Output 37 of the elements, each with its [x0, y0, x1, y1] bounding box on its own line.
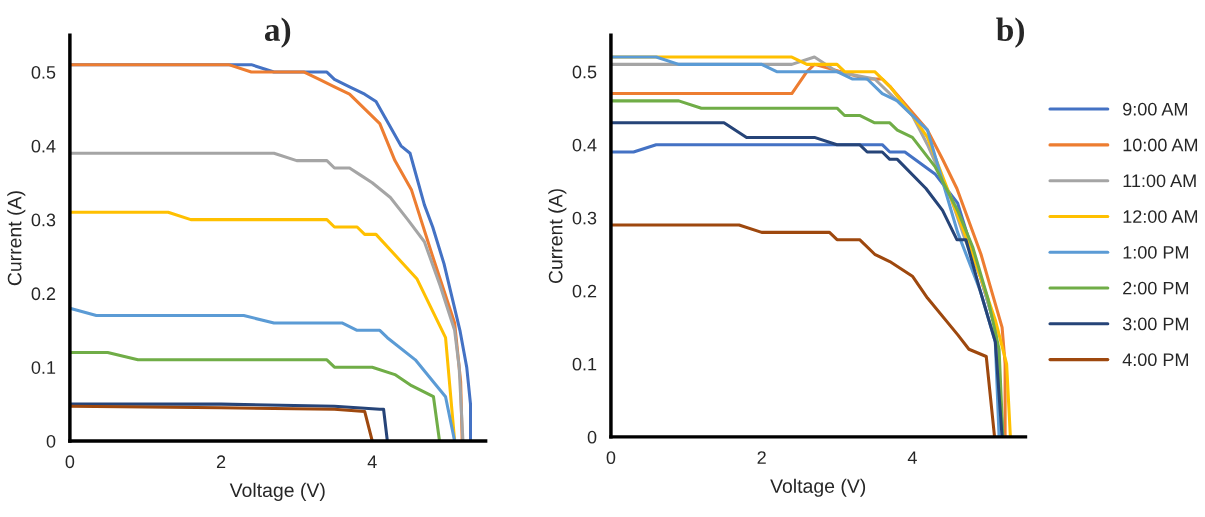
y-tick-label: 0 [46, 434, 56, 448]
legend-label: 3:00 PM [1122, 317, 1188, 331]
legend-label: 11:00 AM [1123, 174, 1196, 188]
y-tick-label: 0.4 [572, 138, 597, 152]
y-tick-label: 0.5 [31, 65, 56, 79]
y-tick-label: 0.3 [572, 211, 597, 225]
line-series [610, 223, 997, 437]
x-axis-title: Voltage (V) [770, 478, 866, 497]
legend-label: 9:00 AM [1123, 102, 1187, 116]
line-series [69, 350, 442, 441]
legend-label: 1:00 PM [1123, 245, 1188, 259]
legend-label: 4:00 PM [1122, 353, 1188, 367]
y-tick-label: 0.1 [31, 361, 56, 374]
x-tick-label: 2 [757, 451, 766, 464]
y-axis-title: Current (A) [548, 189, 567, 284]
x-tick-label: 0 [65, 455, 75, 469]
x-tick-label: 4 [367, 455, 377, 468]
x-axis-title: Voltage (V) [229, 482, 325, 501]
chart-title: a) [264, 17, 291, 48]
y-tick-label: 0.1 [572, 357, 597, 371]
x-tick-label: 2 [216, 455, 226, 468]
line-series [69, 210, 457, 441]
legend-label: 12:00 AM [1123, 210, 1198, 223]
y-tick-label: 0.2 [572, 284, 597, 298]
y-tick-label: 0.2 [31, 287, 56, 301]
line-series [69, 151, 465, 441]
y-tick-label: 0.5 [572, 65, 597, 79]
y-tick-label: 0 [587, 430, 597, 444]
legend-label: 2:00 PM [1123, 281, 1188, 295]
x-tick-label: 4 [907, 451, 917, 464]
y-tick-label: 0.3 [31, 213, 56, 227]
legend-label: 10:00 AM [1123, 138, 1198, 152]
y-axis-title: Current (A) [7, 191, 26, 286]
y-tick-label: 0.4 [31, 139, 56, 153]
chart-title: b) [996, 17, 1024, 48]
x-tick-label: 0 [606, 451, 616, 465]
line-series [69, 306, 457, 441]
